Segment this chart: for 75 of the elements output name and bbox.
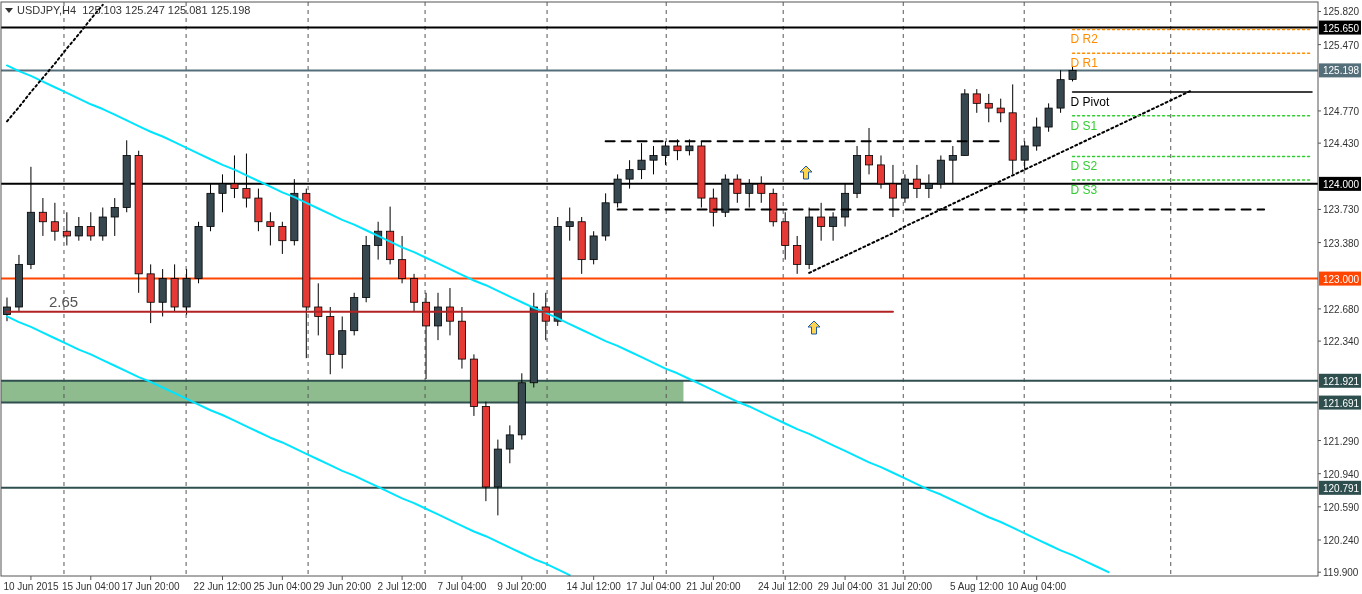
annotation: 2.65: [49, 293, 79, 310]
candlestick: [278, 221, 287, 255]
x-tick-label: 9 Jul 20:00: [497, 581, 547, 592]
x-tick-label: 17 Jul 04:00: [626, 581, 682, 592]
candlestick: [996, 98, 1005, 123]
candlestick: [445, 287, 454, 336]
y-tick-label: 119.900: [1323, 567, 1359, 579]
candlestick: [86, 211, 95, 242]
candlestick: [649, 145, 658, 175]
series-label: D S2: [1070, 159, 1098, 174]
ref-line-label: 121.921: [1323, 375, 1360, 387]
candlestick: [422, 292, 431, 380]
candlestick: [972, 88, 981, 114]
x-tick-label: 22 Jun 12:00: [193, 581, 252, 592]
candlestick: [410, 273, 419, 313]
y-tick-label: 123.380: [1323, 237, 1360, 249]
candlestick: [398, 235, 407, 284]
series-label: D R1: [1070, 56, 1099, 71]
x-tick-label: 7 Jul 04:00: [437, 581, 487, 592]
series-label: D S3: [1070, 183, 1098, 198]
candlestick: [98, 207, 107, 242]
x-tick-label: 5 Aug 12:00: [950, 581, 1004, 592]
y-tick-label: 120.590: [1323, 501, 1360, 513]
candlestick: [1032, 117, 1041, 152]
candlestick: [1020, 140, 1029, 171]
ref-line-label: 120.791: [1323, 482, 1360, 494]
x-tick-label: 31 Jul 20:00: [877, 581, 933, 592]
y-tick-label: 124.770: [1323, 105, 1360, 117]
x-tick-label: 10 Jun 2015: [3, 581, 59, 592]
x-tick-label: 17 Jun 20:00: [121, 581, 181, 592]
x-tick-label: 25 Jun 04:00: [253, 581, 312, 592]
x-tick-label: 29 Jun 20:00: [313, 581, 372, 592]
candlestick: [62, 211, 71, 246]
candlestick: [158, 268, 167, 317]
candlestick: [565, 207, 574, 242]
ref-line-label: 123.000: [1323, 273, 1360, 285]
x-tick-label: 14 Jul 12:00: [566, 581, 622, 592]
y-tick-label: 120.940: [1323, 468, 1360, 480]
candlestick: [110, 197, 119, 237]
candlestick: [434, 292, 442, 341]
candlestick: [829, 211, 838, 242]
candlestick: [589, 230, 598, 265]
y-tick-label: 125.820: [1323, 6, 1360, 18]
candlestick: [338, 315, 347, 370]
candlestick: [984, 93, 993, 123]
ref-line-label: 121.691: [1323, 397, 1360, 409]
candlestick: [50, 202, 59, 242]
y-tick-label: 123.730: [1323, 204, 1360, 216]
candlestick: [266, 211, 275, 246]
series-label: D S1: [1070, 118, 1098, 133]
ref-line-label: 124.000: [1323, 178, 1360, 190]
x-tick-label: 2 Jul 12:00: [377, 581, 427, 592]
y-tick-label: 122.340: [1323, 336, 1360, 348]
y-tick-label: 120.240: [1323, 535, 1360, 547]
ref-line-label: 125.650: [1323, 22, 1360, 34]
candlestick: [74, 216, 83, 242]
candlestick: [254, 188, 263, 232]
x-tick-label: 15 Jun 04:00: [61, 581, 121, 592]
candlestick: [781, 211, 790, 261]
x-tick-label: 21 Jul 20:00: [686, 581, 742, 592]
y-tick-label: 122.680: [1323, 303, 1360, 315]
y-tick-label: 125.470: [1323, 39, 1360, 51]
y-tick-label: 121.290: [1323, 435, 1360, 447]
series-label: D Pivot: [1070, 94, 1110, 109]
y-tick-label: 124.430: [1323, 138, 1360, 150]
chart-title: USDJPY,H4 125.103 125.247 125.081 125.198: [17, 4, 251, 16]
candlestick: [38, 197, 47, 237]
candlestick: [505, 424, 514, 464]
ref-line-label: 125.198: [1323, 65, 1360, 77]
x-tick-label: 10 Aug 04:00: [1007, 581, 1067, 592]
series-label: D R2: [1070, 32, 1099, 47]
x-tick-label: 24 Jul 12:00: [757, 581, 813, 592]
candlestick: [1044, 102, 1053, 133]
x-tick-label: 29 Jul 04:00: [817, 581, 873, 592]
candlestick: [793, 235, 802, 275]
